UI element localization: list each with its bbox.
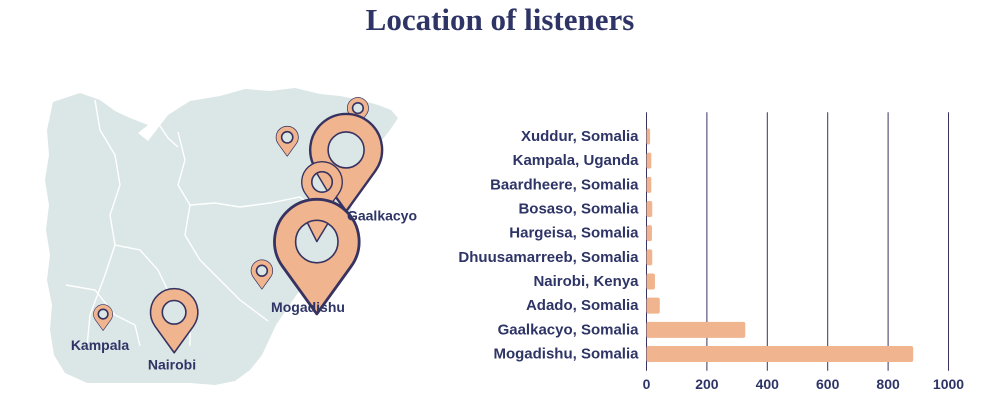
svg-text:400: 400 (756, 376, 780, 392)
svg-text:Gaalkacyo, Somalia: Gaalkacyo, Somalia (498, 321, 640, 338)
svg-text:Adado, Somalia: Adado, Somalia (526, 297, 639, 314)
svg-text:Mogadishu: Mogadishu (271, 299, 345, 315)
svg-text:Mogadishu, Somalia: Mogadishu, Somalia (493, 346, 639, 363)
svg-text:Dhuusamarreeb, Somalia: Dhuusamarreeb, Somalia (458, 249, 639, 266)
svg-text:600: 600 (816, 376, 840, 392)
svg-text:Nairobi, Kenya: Nairobi, Kenya (533, 273, 639, 290)
svg-text:Xuddur, Somalia: Xuddur, Somalia (521, 128, 639, 145)
svg-text:1000: 1000 (933, 376, 964, 392)
svg-text:200: 200 (695, 376, 719, 392)
svg-text:Hargeisa, Somalia: Hargeisa, Somalia (509, 225, 639, 242)
svg-text:Baardheere, Somalia: Baardheere, Somalia (490, 176, 639, 193)
svg-text:Kampala, Uganda: Kampala, Uganda (513, 152, 640, 169)
svg-text:0: 0 (643, 376, 651, 392)
svg-text:Nairobi: Nairobi (148, 357, 196, 373)
svg-text:Bosaso, Somalia: Bosaso, Somalia (518, 201, 639, 218)
svg-text:Gaalkacyo: Gaalkacyo (347, 208, 417, 224)
svg-text:Kampala: Kampala (71, 337, 130, 353)
svg-text:800: 800 (876, 376, 900, 392)
